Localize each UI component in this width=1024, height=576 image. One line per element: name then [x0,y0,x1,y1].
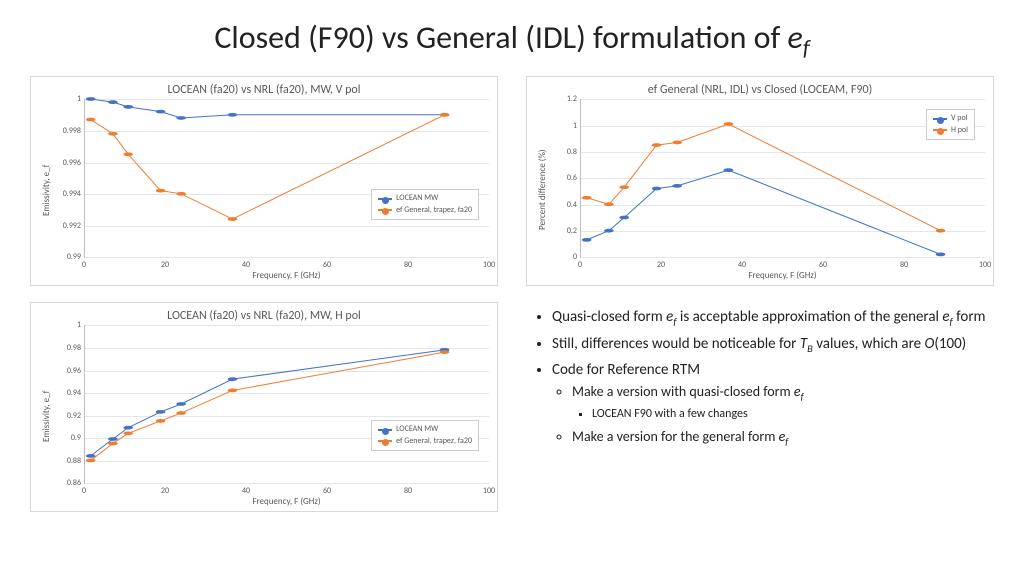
chart-diff-xticks: 020406080100 [580,260,985,270]
bullet-3b: Make a version for the general form ef [572,428,990,448]
chart-hpol-title: LOCEAN (fa20) vs NRL (fa20), MW, H pol [39,309,489,323]
chart-vpol-xlabel: Frequency, F (GHz) [84,270,489,281]
chart-diff-plot: 00.20.40.60.811.2V polH pol [580,99,985,258]
title-var: e [788,18,803,57]
slide-title: Closed (F90) vs General (IDL) formulatio… [30,18,994,62]
chart-hpol-plot: 0.860.880.90.920.940.960.981LOCEAN MWef … [84,325,489,484]
bullet-pane: Quasi-closed form ef is acceptable appro… [526,302,994,512]
bullet-3a: Make a version with quasi-closed form ef… [572,383,990,422]
bullet-3a1: LOCEAN F90 with a few changes [592,407,990,422]
chart-vpol-xticks: 020406080100 [84,260,489,270]
chart-hpol: LOCEAN (fa20) vs NRL (fa20), MW, H pol E… [30,302,498,512]
bullet-2: Still, differences would be noticeable f… [552,335,990,355]
chart-diff-xlabel: Frequency, F (GHz) [580,270,985,281]
bullet-1: Quasi-closed form ef is acceptable appro… [552,308,990,328]
chart-diff-title: ef General (NRL, IDL) vs Closed (LOCEAM,… [535,83,985,97]
chart-hpol-xlabel: Frequency, F (GHz) [84,496,489,507]
chart-hpol-xticks: 020406080100 [84,486,489,496]
chart-vpol-plot: 0.990.9920.9940.9960.9981LOCEAN MWef Gen… [84,99,489,258]
chart-vpol: LOCEAN (fa20) vs NRL (fa20), MW, V pol E… [30,76,498,286]
chart-vpol-title: LOCEAN (fa20) vs NRL (fa20), MW, V pol [39,83,489,97]
bullet-3: Code for Reference RTM Make a version wi… [552,361,990,449]
title-sub: f [803,35,810,62]
title-prefix: Closed (F90) vs General (IDL) formulatio… [214,18,787,57]
chart-diff: ef General (NRL, IDL) vs Closed (LOCEAM,… [526,76,994,286]
